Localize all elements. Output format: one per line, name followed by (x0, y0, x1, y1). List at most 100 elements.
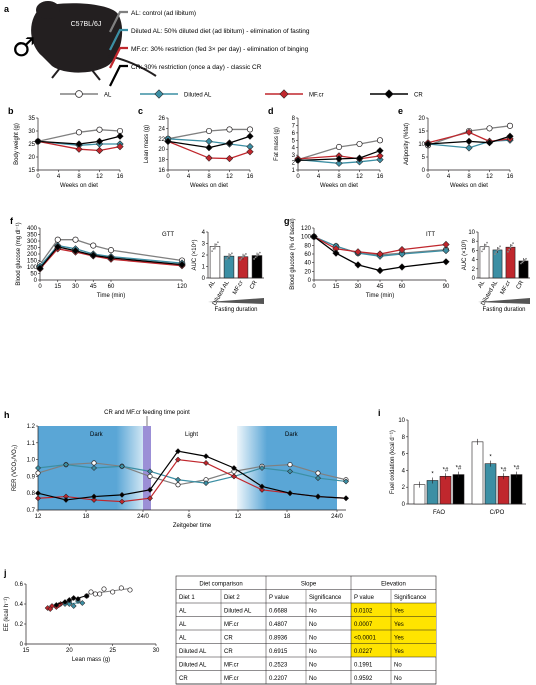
y-tick-label: 6 (402, 452, 406, 458)
dark-phase-label: Dark (285, 432, 299, 438)
x-tick-label: 12 (96, 174, 103, 180)
data-point (53, 602, 60, 608)
category-label: MF.cr (500, 280, 513, 296)
data-point (178, 261, 186, 269)
fasting-gradient-wedge (208, 298, 264, 304)
data-point (147, 473, 153, 479)
data-point (259, 486, 265, 493)
data-point (465, 144, 473, 152)
table-cell: No (394, 676, 402, 682)
diet-group-description: MF.cr: 30% restriction (fed 3× per day) … (131, 46, 309, 53)
data-point (71, 247, 80, 255)
y-tick-label: 22 (158, 137, 165, 143)
scatter-dot (483, 246, 486, 248)
data-point (54, 236, 61, 243)
data-point (91, 497, 97, 503)
data-point (205, 144, 213, 152)
y-tick-label: 8 (472, 239, 476, 245)
y-tick-label: 4 (292, 146, 296, 152)
x-tick-label: 4 (317, 174, 321, 180)
table-cell: CR (224, 649, 233, 655)
significance-marker: * (489, 455, 492, 461)
bar (497, 475, 510, 505)
y-tick-label: 20 (158, 147, 165, 153)
panel-label-d: d (268, 106, 274, 116)
table-cell: MF.cr (224, 622, 239, 628)
table-cell: Yes (394, 649, 404, 655)
data-point (92, 591, 98, 597)
panel-c: c 16 18 20 22 24 26 0 4 8 12 16 Weeks on diet Lean ma… (138, 106, 254, 189)
y-axis-label: Fuel oxidation (kcal d⁻¹) (390, 430, 396, 494)
y-tick-label: 400 (27, 226, 38, 232)
y-tick-label: 2 (202, 253, 206, 259)
data-point (315, 493, 321, 500)
data-point (203, 453, 209, 460)
table-cell: AL (179, 622, 187, 628)
x-tick-label: 120 (177, 284, 188, 290)
scatter-dot (495, 251, 498, 254)
data-point (175, 476, 181, 483)
x-tick-label: 15 (333, 284, 340, 290)
scatter-dot (229, 253, 232, 256)
data-point (398, 246, 406, 254)
y-tick-label: 0 (472, 276, 476, 282)
series-line (297, 158, 381, 164)
scatter-dot (482, 248, 485, 251)
y-tick-label: 300 (27, 239, 38, 245)
table-cell: No (394, 663, 402, 669)
data-point (294, 156, 302, 164)
series-line (39, 248, 183, 270)
data-point (343, 478, 349, 485)
significance-marker: * (431, 471, 434, 477)
category-label: AL (477, 279, 486, 289)
data-point (246, 142, 254, 151)
data-point (88, 589, 94, 595)
y-axis-label: Blood glucose (% of basal) (290, 218, 296, 289)
data-point (63, 497, 69, 503)
data-point (226, 126, 233, 133)
scatter-dot (239, 259, 242, 261)
x-tick-label: 8 (77, 174, 81, 180)
x-tick-label: 12 (35, 514, 42, 520)
data-point (63, 493, 69, 500)
scatter-dot (212, 248, 215, 250)
data-point (36, 264, 44, 272)
data-point (332, 245, 340, 253)
y-tick-label: 20 (28, 155, 35, 161)
data-point (398, 250, 406, 258)
y-tick-label: 200 (27, 252, 38, 258)
data-point (203, 480, 209, 487)
data-point (205, 127, 213, 135)
x-tick-label: 20 (66, 648, 73, 654)
table-cell: 0.0007 (354, 622, 373, 628)
data-point (35, 495, 41, 502)
x-axis-label: Weeks on diet (450, 183, 488, 189)
table-cell: No (309, 622, 317, 628)
y-tick-label: 15 (418, 129, 425, 135)
data-point (70, 603, 77, 609)
scatter-dot (231, 252, 233, 255)
group-label: C/PO (490, 510, 505, 516)
y-tick-label: 20 (418, 116, 425, 122)
data-point (315, 475, 321, 481)
bar (471, 441, 484, 505)
scatter-dot (243, 254, 246, 257)
x-tick-label: 0 (426, 174, 430, 180)
x-tick-label: 15 (23, 648, 30, 654)
series-line (37, 450, 347, 501)
significance-marker: *# (456, 466, 462, 472)
data-point (147, 468, 153, 475)
panel-label-i: i (378, 408, 381, 418)
y-tick-label: 80 (304, 243, 311, 249)
panel-e: e 0 5 10 15 20 0 4 8 12 16 Weeks on diet Adiposity (… (398, 106, 514, 189)
scatter-dot (496, 249, 499, 252)
y-tick-label: 50 (30, 272, 37, 278)
x-tick-label: 4 (187, 174, 191, 180)
y-tick-label: 6 (472, 248, 476, 254)
data-point (35, 465, 41, 471)
scatter-dot (510, 244, 513, 247)
series-line (297, 150, 381, 161)
data-point (79, 600, 86, 606)
scatter-dot (254, 256, 257, 259)
